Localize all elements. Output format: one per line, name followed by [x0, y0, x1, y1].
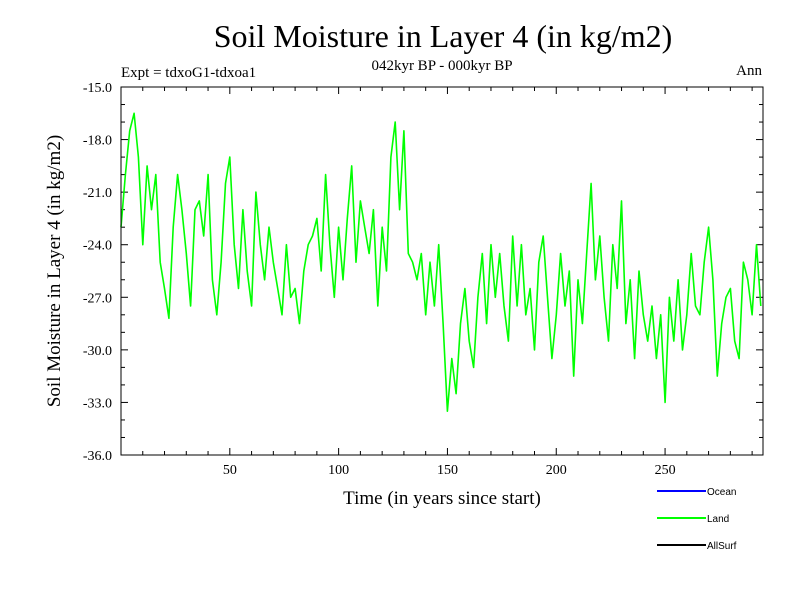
chart-subtitle: 042kyr BP - 000kyr BP [371, 58, 512, 74]
x-tick-label: 150 [437, 463, 458, 478]
series-line-land [120, 112, 762, 413]
tick-labels: -36.0 -33.0 -30.0 -27.0 -24.0 -21.0 -18.0 -15.0… [83, 81, 676, 478]
axis-ticks [121, 86, 763, 456]
legend: Ocean Land AllSurf [657, 487, 737, 552]
legend-label-allsurf: AllSurf [707, 541, 737, 552]
y-tick-label: -21.0 [83, 186, 112, 201]
x-tick-label: 200 [546, 463, 567, 478]
x-tick-label: 250 [655, 463, 676, 478]
y-axis-label: Soil Moisture in Layer 4 (in kg/m2) [44, 135, 65, 407]
y-tick-label: -33.0 [83, 396, 112, 411]
experiment-label: Expt = tdxoG1-tdxoa1 [121, 65, 256, 81]
y-tick-label: -24.0 [83, 239, 112, 254]
y-tick-label: -18.0 [83, 134, 112, 149]
chart-title: Soil Moisture in Layer 4 (in kg/m2) [214, 18, 673, 54]
legend-label-land: Land [707, 514, 729, 525]
y-tick-label: -36.0 [83, 449, 112, 464]
plot-frame [120, 86, 764, 456]
y-tick-label: -27.0 [83, 291, 112, 306]
x-tick-label: 50 [223, 463, 237, 478]
season-label: Ann [736, 63, 762, 79]
series-layer [120, 112, 762, 413]
x-tick-label: 100 [328, 463, 349, 478]
legend-label-ocean: Ocean [707, 487, 736, 498]
y-tick-label: -30.0 [83, 344, 112, 359]
x-axis-label: Time (in years since start) [343, 488, 541, 509]
y-tick-label: -15.0 [83, 81, 112, 96]
